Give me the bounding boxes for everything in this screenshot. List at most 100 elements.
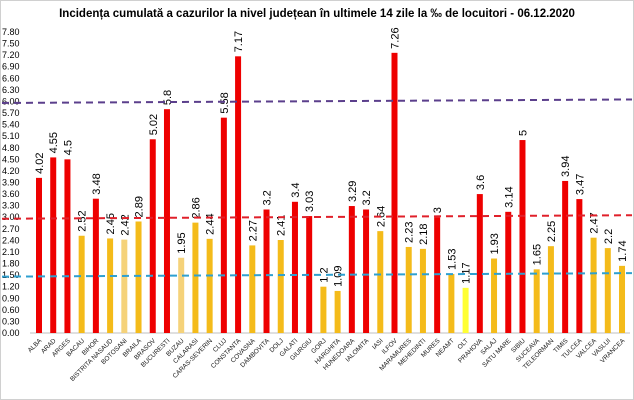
y-tick-label: 5.70 [2, 108, 20, 118]
data-label: 1.74 [617, 240, 629, 261]
data-label: 5.02 [148, 114, 160, 135]
bar-giurgiu [306, 216, 313, 333]
data-label: 5 [517, 130, 529, 136]
bar-bistrita-nasaud [107, 238, 114, 333]
bar-bacau [78, 235, 85, 333]
y-tick-label: 3.90 [2, 178, 20, 188]
reference-line-6 [1, 98, 633, 104]
data-label: 1.95 [176, 232, 188, 253]
y-tick-label: 3.60 [2, 189, 20, 199]
bar-sibiu [519, 140, 526, 333]
y-tick-label: 7.20 [2, 50, 20, 60]
data-label: 3.29 [347, 181, 359, 202]
bar-timis [562, 180, 569, 333]
data-label: 3.4 [290, 182, 302, 197]
data-label: 1.17 [461, 262, 473, 283]
data-label: 2.27 [247, 220, 259, 241]
reference-line-3 [1, 214, 633, 220]
y-tick-label: 7.50 [2, 39, 20, 49]
y-tick-label: 3.30 [2, 201, 20, 211]
data-label: 7.17 [233, 31, 245, 52]
bar-caras-severin [206, 238, 213, 333]
bar-olt [462, 287, 469, 333]
data-label: 1.53 [446, 249, 458, 270]
bar-satu-mare [505, 211, 512, 333]
data-label: 2.41 [276, 215, 288, 236]
bar-dambovita [263, 209, 270, 333]
y-tick-label: 2.40 [2, 235, 20, 245]
bar-bihor [92, 198, 99, 333]
data-label: 3.14 [503, 186, 515, 207]
data-label: 3.2 [361, 190, 373, 205]
data-label: 3.2 [262, 190, 274, 205]
y-tick-label: 7.80 [2, 27, 20, 37]
bar-iasi [377, 231, 384, 333]
bar-harghita [334, 290, 341, 333]
y-tick-label: 4.20 [2, 166, 20, 176]
data-label: 2.25 [546, 221, 558, 242]
data-label: 3.03 [304, 191, 316, 212]
bar-braila [135, 221, 142, 333]
bar-arges [64, 159, 71, 333]
data-label: 2.64 [375, 206, 387, 227]
bar-ialomita [363, 209, 370, 333]
y-tick-label: 6.00 [2, 96, 20, 106]
data-label: 3 [432, 207, 444, 213]
y-tick-label: 3.00 [2, 212, 20, 222]
data-label: 2.86 [190, 197, 202, 218]
bar-galati [291, 201, 298, 333]
bar-mehedinti [419, 248, 426, 333]
bar-arad [50, 157, 57, 333]
bar-cluj [220, 117, 227, 334]
bar-botosani [121, 239, 128, 333]
y-tick-label: 0.30 [2, 316, 20, 326]
bar-gorj [320, 286, 327, 333]
data-label: 2.42 [119, 214, 131, 235]
data-label: 7.26 [390, 27, 402, 48]
data-label: 2.52 [77, 210, 89, 231]
data-label: 4.5 [62, 140, 74, 155]
data-label: 2.45 [105, 213, 117, 234]
data-label: 3.47 [574, 174, 586, 195]
bar-brasov [149, 139, 156, 333]
y-tick-label: 1.80 [2, 259, 20, 269]
data-label: 1.65 [532, 244, 544, 265]
bar-ilfov [391, 52, 398, 333]
reference-line-1.5 [1, 272, 633, 278]
bar-maramures [405, 246, 412, 333]
data-label: 3.48 [91, 173, 103, 194]
bar-prahova [476, 194, 483, 333]
data-label: 3.94 [560, 156, 572, 177]
y-tick-label: 1.50 [2, 270, 20, 280]
chart-title: Incidența cumulată a cazurilor la nivel … [59, 8, 575, 20]
y-tick-label: 2.70 [2, 224, 20, 234]
y-tick-label: 1.20 [2, 282, 20, 292]
data-label: 2.47 [589, 212, 601, 233]
bar-bucuresti [163, 109, 170, 333]
data-label: 4.02 [34, 152, 46, 173]
bar-dolj [277, 239, 284, 333]
data-label: 1.09 [333, 266, 345, 287]
data-label: 2.44 [205, 213, 217, 234]
data-label: 2.23 [404, 222, 416, 243]
y-tick-label: 5.10 [2, 131, 20, 141]
bar-calarasi [192, 222, 199, 333]
y-tick-label: 6.90 [2, 62, 20, 72]
bar-buzau [178, 257, 185, 333]
y-tick-label: 0.90 [2, 293, 20, 303]
data-label: 1.93 [489, 233, 501, 254]
bar-neamt [448, 273, 455, 333]
y-tick-label: 6.60 [2, 73, 20, 83]
bar-tulcea [576, 199, 583, 333]
bar-vaslui [604, 248, 611, 333]
y-tick-label: 4.80 [2, 143, 20, 153]
bar-covasna [249, 245, 256, 333]
bar-valcea [590, 237, 597, 333]
data-label: 2.89 [134, 196, 146, 217]
data-label: 2.2 [603, 229, 615, 244]
y-tick-label: 6.30 [2, 85, 20, 95]
bar-hunedoara [348, 206, 355, 333]
y-tick-label: 0.00 [2, 328, 20, 338]
y-tick-label: 5.40 [2, 120, 20, 130]
